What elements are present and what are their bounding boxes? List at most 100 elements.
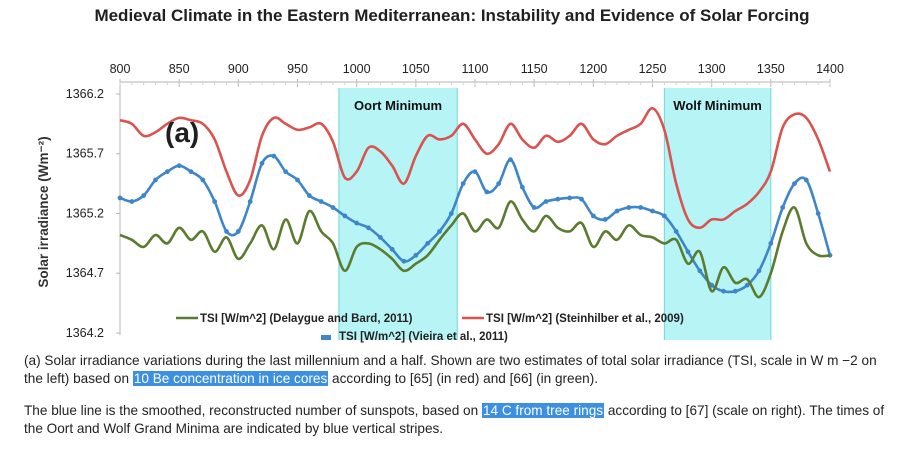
data-point: [425, 240, 431, 246]
data-point: [330, 205, 336, 210]
data-point: [200, 177, 206, 183]
data-point: [602, 217, 608, 222]
data-point: [448, 211, 454, 216]
data-point: [685, 249, 691, 255]
x-tick-label: 1250: [639, 62, 667, 76]
highlighted-text: 14 C from tree rings: [481, 403, 605, 418]
caption-text: according to [65] (in red) and [66] (in …: [328, 371, 599, 386]
data-point: [283, 169, 289, 175]
legend-label: TSI [W/m^2] (Vieira et al., 2011): [339, 331, 508, 343]
data-point: [519, 184, 525, 190]
data-point: [377, 234, 383, 240]
data-point: [744, 282, 750, 288]
data-point: [306, 193, 312, 198]
data-point: [732, 288, 738, 294]
x-tick-label: 900: [228, 62, 249, 76]
data-point: [413, 252, 419, 258]
data-point: [496, 181, 502, 186]
caption-text: The blue line is the smoothed, reconstru…: [24, 403, 482, 418]
x-tick-label: 1400: [816, 62, 844, 76]
solar-irradiance-chart: Oort Minimum Wolf Minimum 800 850 900 950 100…: [36, 62, 844, 343]
x-tick-label: 1150: [521, 62, 548, 76]
data-point: [141, 193, 147, 198]
data-point: [626, 205, 632, 210]
x-tick-label: 800: [110, 62, 131, 76]
data-point: [389, 246, 395, 252]
x-tick-label: 1000: [343, 62, 371, 76]
x-tick-label: 950: [287, 62, 308, 76]
data-point: [661, 213, 667, 219]
caption-paragraph-1: (a) Solar irradiance variations during t…: [24, 352, 892, 388]
data-point: [697, 268, 703, 274]
data-point: [472, 169, 478, 175]
x-tick-label: 1350: [757, 62, 785, 76]
data-point: [318, 199, 324, 204]
minimum-label: Oort Minimum: [354, 98, 442, 113]
data-point: [579, 196, 584, 202]
legend-label: TSI [W/m^2] (Delaygue and Bard, 2011): [200, 313, 413, 325]
y-tick-label: 1364.7: [66, 266, 104, 280]
data-point: [768, 240, 774, 246]
y-tick-label: 1364.2: [66, 326, 104, 340]
data-point: [117, 195, 123, 201]
y-axis-label: Solar irradiance (Wm⁻²): [36, 136, 51, 287]
series-line-green: [119, 200, 831, 299]
data-point: [437, 229, 442, 234]
data-point: [531, 205, 537, 210]
data-point: [815, 211, 821, 216]
data-point: [614, 208, 620, 214]
data-point: [247, 199, 253, 204]
panel-label: (a): [165, 117, 199, 148]
data-point: [295, 177, 300, 183]
data-point: [673, 229, 679, 234]
data-point: [567, 195, 573, 201]
caption-paragraph-2: The blue line is the smoothed, reconstru…: [24, 402, 892, 438]
data-point: [342, 213, 348, 219]
data-point: [176, 163, 182, 169]
grand-minima-stripes: Oort Minimum Wolf Minimum: [338, 88, 772, 340]
data-point: [590, 213, 596, 219]
data-point: [153, 177, 158, 183]
data-point: [271, 153, 277, 159]
y-tick-label: 1366.2: [66, 87, 104, 101]
data-point: [650, 208, 655, 214]
highlighted-text: 10 Be concentration in ice cores: [132, 371, 329, 386]
x-tick-label: 1100: [462, 62, 489, 76]
data-point: [460, 181, 466, 186]
data-point: [543, 199, 549, 204]
y-tick-label: 1365.7: [66, 147, 104, 161]
page-title: Medieval Climate in the Eastern Mediterr…: [94, 6, 810, 25]
x-tick-label: 1050: [402, 62, 430, 76]
x-tick-label: 1300: [698, 62, 726, 76]
data-point: [792, 181, 797, 186]
data-point: [803, 177, 809, 183]
chart-axes: 800 850 900 950 1000 1050 1100 1150 1200 1250 1300…: [66, 62, 844, 340]
data-point: [484, 189, 490, 195]
data-point: [780, 205, 786, 210]
data-point: [188, 169, 194, 175]
data-point: [366, 225, 371, 231]
data-point: [508, 157, 513, 163]
data-point: [259, 160, 265, 166]
data-point: [756, 268, 762, 274]
series-line-red: [119, 107, 832, 230]
data-point: [164, 169, 170, 175]
data-point: [555, 196, 561, 202]
minimum-stripe: [338, 88, 458, 340]
legend-label: TSI [W/m^2] (Steinhilber et al., 2009): [486, 313, 684, 325]
y-tick-label: 1365.2: [66, 206, 104, 220]
minimum-label: Wolf Minimum: [673, 98, 762, 113]
legend: TSI [W/m^2] (Delaygue and Bard, 2011) TSI…: [176, 313, 684, 343]
data-point: [638, 205, 644, 210]
data-series: [117, 107, 833, 299]
caption-text: (a) Solar irradiance variations during t…: [24, 353, 877, 386]
data-point: [401, 258, 407, 264]
data-point: [235, 229, 241, 234]
minimum-stripe: [664, 88, 771, 340]
caption-text: according to [67] (scale on right). The …: [24, 403, 885, 436]
data-point: [129, 199, 135, 204]
x-tick-label: 850: [169, 62, 190, 76]
data-point: [354, 220, 360, 226]
x-tick-label: 1200: [579, 62, 607, 76]
data-point: [212, 199, 218, 204]
